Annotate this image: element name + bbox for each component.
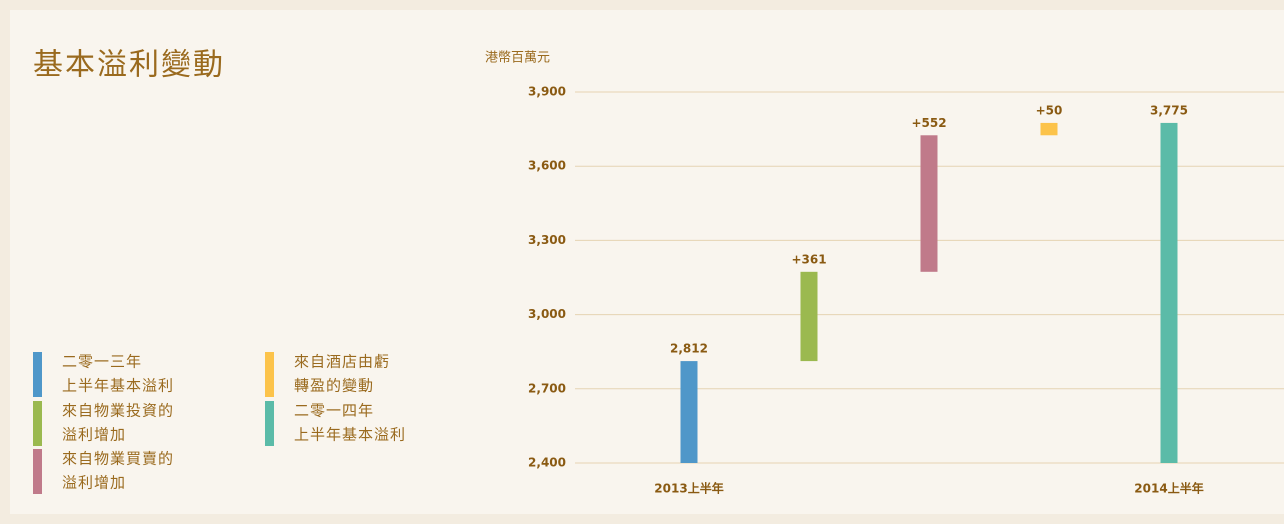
y-tick-label: 3,300 <box>528 233 566 247</box>
value-label: 3,775 <box>1150 103 1188 117</box>
bar <box>800 271 818 362</box>
y-tick-label: 2,400 <box>528 456 566 470</box>
legend-label: 溢利增加 <box>62 474 126 492</box>
y-tick-label: 3,900 <box>528 85 566 99</box>
legend-label: 來自物業買賣的 <box>62 450 174 468</box>
bar <box>1040 122 1058 136</box>
bar <box>680 361 698 463</box>
legend-label: 上半年基本溢利 <box>62 377 174 395</box>
value-label: +50 <box>1036 103 1063 117</box>
legend-label: 上半年基本溢利 <box>294 426 406 444</box>
legend-swatch <box>33 352 42 397</box>
value-label: 2,812 <box>670 342 708 356</box>
legend-label: 來自酒店由虧 <box>294 353 390 371</box>
x-tick-label: 2013上半年 <box>654 481 723 496</box>
x-tick-label: 2014上半年 <box>1134 481 1203 496</box>
legend-label: 二零一三年 <box>62 353 142 371</box>
y-tick-label: 2,700 <box>528 381 566 395</box>
legend-label: 溢利增加 <box>62 426 126 444</box>
panel <box>10 10 1284 514</box>
chart-title: 基本溢利變動 <box>33 48 225 83</box>
value-label: +361 <box>791 252 826 266</box>
legend-label: 轉盈的變動 <box>294 377 374 395</box>
legend-label: 二零一四年 <box>294 402 374 420</box>
legend-swatch <box>33 401 42 446</box>
legend-swatch <box>265 352 274 397</box>
value-label: +552 <box>911 116 946 130</box>
legend-swatch <box>33 449 42 494</box>
bar <box>920 135 938 272</box>
legend-swatch <box>265 401 274 446</box>
y-tick-label: 3,600 <box>528 159 566 173</box>
bar <box>1160 122 1178 464</box>
legend-label: 來自物業投資的 <box>62 402 174 420</box>
y-axis-label: 港幣百萬元 <box>485 51 550 66</box>
y-tick-label: 3,000 <box>528 307 566 321</box>
